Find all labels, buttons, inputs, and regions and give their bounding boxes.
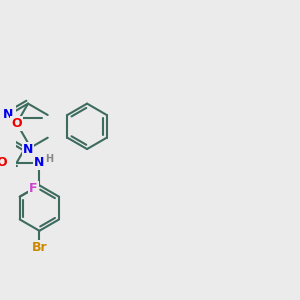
Text: O: O bbox=[11, 117, 22, 130]
Text: O: O bbox=[0, 156, 7, 169]
Text: Br: Br bbox=[32, 241, 47, 254]
Text: N: N bbox=[34, 156, 45, 169]
Text: N: N bbox=[23, 142, 33, 156]
Text: H: H bbox=[45, 154, 53, 164]
Text: F: F bbox=[29, 182, 38, 195]
Text: N: N bbox=[3, 109, 14, 122]
